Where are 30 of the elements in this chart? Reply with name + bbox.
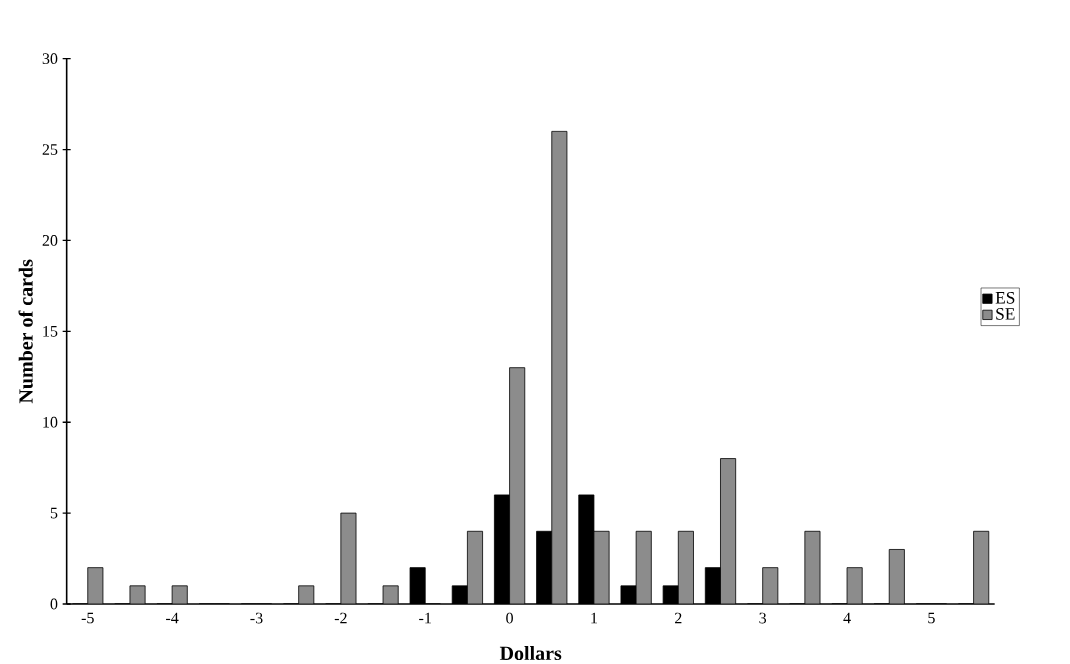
x-tick-label: -5 <box>81 612 94 624</box>
x-tick-label: 4 <box>843 612 851 624</box>
legend-label: SE <box>996 308 1015 320</box>
x-tick-label: 1 <box>591 612 597 624</box>
legend-label: ES <box>995 291 1015 304</box>
bar <box>720 458 737 604</box>
bar <box>888 549 905 604</box>
y-tick-label: 5 <box>50 507 58 519</box>
y-tick-label: 30 <box>42 53 58 65</box>
bar <box>467 530 483 604</box>
x-tick-label: 3 <box>759 612 767 624</box>
y-axis-title: Number of cards <box>18 259 33 404</box>
y-tick-label: 20 <box>42 235 58 246</box>
x-axis-title: Dollars <box>499 646 562 661</box>
x-tick-label: -4 <box>166 612 179 624</box>
y-tick-label: 0 <box>50 598 58 610</box>
bar <box>551 130 568 604</box>
y-tick-label: 25 <box>42 144 58 155</box>
y-tick-label: 10 <box>43 416 58 428</box>
bar <box>509 367 526 604</box>
x-tick-label: 5 <box>928 612 935 624</box>
x-tick-label: -3 <box>250 612 263 624</box>
x-tick-label: -2 <box>334 612 347 624</box>
x-tick-label: -1 <box>419 612 431 624</box>
bar <box>677 530 694 604</box>
x-tick-label: 0 <box>506 612 513 624</box>
y-tick-label: 15 <box>43 325 58 337</box>
x-tick-label: 2 <box>675 612 682 624</box>
bar <box>973 530 990 604</box>
bar <box>635 530 652 604</box>
